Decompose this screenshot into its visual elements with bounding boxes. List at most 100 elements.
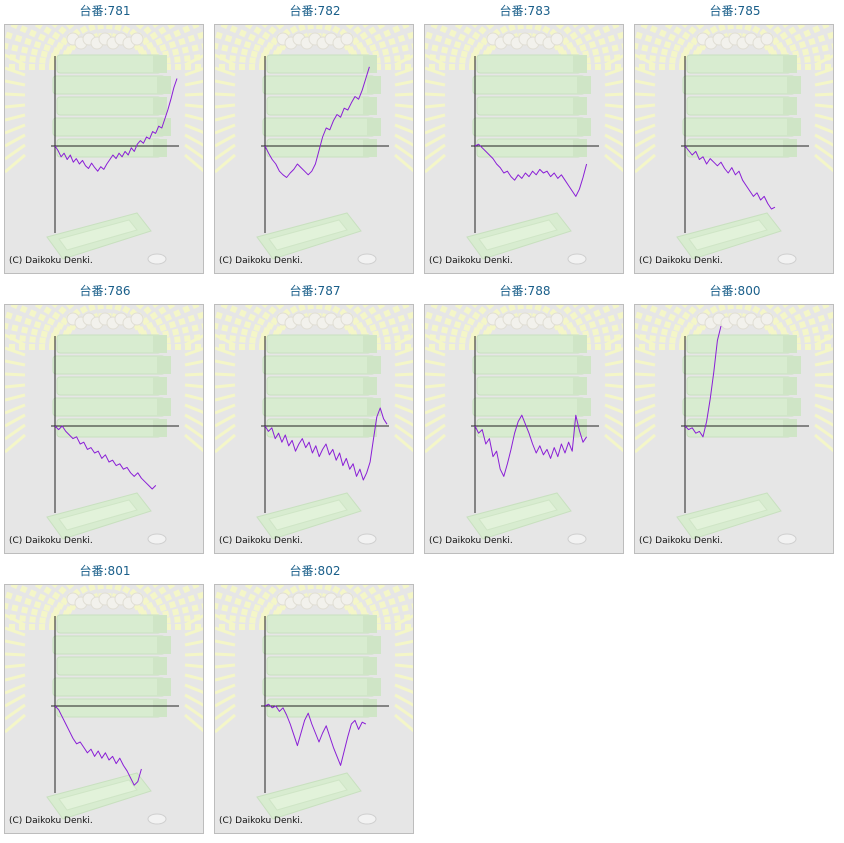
sunray (695, 305, 718, 325)
box-shape (52, 117, 166, 137)
sunray (635, 31, 700, 58)
box-shape (266, 96, 372, 116)
sunray (117, 25, 133, 43)
box-side-shape (783, 55, 797, 73)
sunray (635, 383, 656, 389)
sunray (604, 113, 623, 122)
graph-cell[interactable]: 台番:801 (C) Daikoku Denki. (2, 562, 208, 838)
graph-cell[interactable]: 台番:781 (C) Daikoku Denki. (2, 2, 208, 278)
graph-cell[interactable]: 台番:800 (C) Daikoku Denki. (632, 282, 838, 558)
sunray (215, 423, 236, 441)
tray-inner-shape (58, 219, 138, 251)
sunray (537, 305, 553, 323)
sunray (425, 92, 446, 97)
sunray (814, 423, 833, 440)
sunray (5, 359, 26, 367)
sunray (814, 79, 833, 87)
sunray (604, 413, 623, 427)
graph-cell[interactable]: 台番:788 (C) Daikoku Denki. (422, 282, 628, 558)
ball-icon (550, 32, 564, 46)
sunray (425, 153, 446, 174)
line-chart (5, 585, 203, 825)
sunray (215, 403, 236, 415)
sunray (425, 433, 446, 454)
box-side-shape (367, 118, 381, 136)
sunray (5, 66, 26, 77)
graph-cell[interactable]: 台番:783 (C) Daikoku Denki. (422, 2, 628, 278)
box-side-shape (573, 97, 587, 115)
sunray (635, 123, 656, 135)
graph-panel: (C) Daikoku Denki. (214, 24, 414, 274)
graph-cell[interactable]: 台番:785 (C) Daikoku Denki. (632, 2, 838, 278)
box-side-shape (783, 97, 797, 115)
sunray (604, 103, 623, 109)
ball-icon (130, 312, 144, 326)
sunray (5, 423, 26, 441)
copyright-credit: (C) Daikoku Denki. (639, 536, 723, 546)
sunray (350, 31, 413, 58)
sunray (184, 683, 203, 694)
sunray (637, 25, 704, 54)
sunray (5, 413, 26, 428)
sunray (136, 25, 203, 54)
sunray (215, 663, 236, 669)
box-shape (266, 54, 372, 74)
sunray (814, 433, 833, 453)
sunray (5, 372, 26, 377)
sunray (394, 372, 413, 377)
sunray (394, 103, 413, 109)
sunray (7, 585, 74, 614)
graph-cell[interactable]: 台番:782 (C) Daikoku Denki. (212, 2, 418, 278)
box-shape (472, 355, 586, 375)
sunray (184, 652, 203, 657)
sunray (215, 393, 236, 402)
sunray (215, 591, 280, 618)
sunray (321, 25, 333, 41)
decorative-background (425, 305, 623, 545)
sunray (635, 113, 656, 122)
sunray (735, 25, 743, 40)
sunray (5, 311, 70, 338)
sunray (184, 143, 203, 160)
sunray (425, 79, 446, 87)
box-side-shape (367, 76, 381, 94)
sunray (297, 585, 309, 601)
sunray (552, 25, 597, 51)
sunray (275, 585, 298, 605)
sunray (637, 305, 704, 334)
sunray (425, 311, 490, 338)
sunray (604, 359, 623, 367)
line-chart (425, 25, 623, 265)
graph-cell[interactable]: 台番:802 (C) Daikoku Denki. (212, 562, 418, 838)
sunray (425, 66, 446, 77)
sunray (327, 305, 343, 323)
sunray (762, 25, 807, 51)
sunray (5, 53, 26, 67)
decorative-background (635, 25, 833, 265)
graph-panel: (C) Daikoku Denki. (4, 584, 204, 834)
sunray (5, 673, 26, 682)
sunray (394, 54, 413, 67)
sunray (215, 133, 236, 148)
sunray (425, 346, 446, 357)
ball-icon (130, 592, 144, 606)
copyright-credit: (C) Daikoku Denki. (9, 256, 93, 266)
graph-cell[interactable]: 台番:787 (C) Daikoku Denki. (212, 282, 418, 558)
sunray (184, 713, 203, 733)
sunray (342, 585, 387, 611)
sunray (184, 423, 203, 440)
sunray (707, 305, 723, 323)
sunray (342, 305, 387, 331)
ball-icon (340, 312, 354, 326)
copyright-credit: (C) Daikoku Denki. (219, 536, 303, 546)
sunray (117, 305, 133, 323)
sunray (425, 333, 446, 347)
sunray (752, 305, 775, 325)
graph-cell[interactable]: 台番:786 (C) Daikoku Denki. (2, 282, 208, 558)
sunray (556, 305, 623, 334)
sunray (215, 346, 236, 357)
sunray (307, 305, 315, 320)
sunray (307, 585, 315, 600)
data-series-line (684, 145, 776, 210)
sunray (394, 67, 413, 77)
